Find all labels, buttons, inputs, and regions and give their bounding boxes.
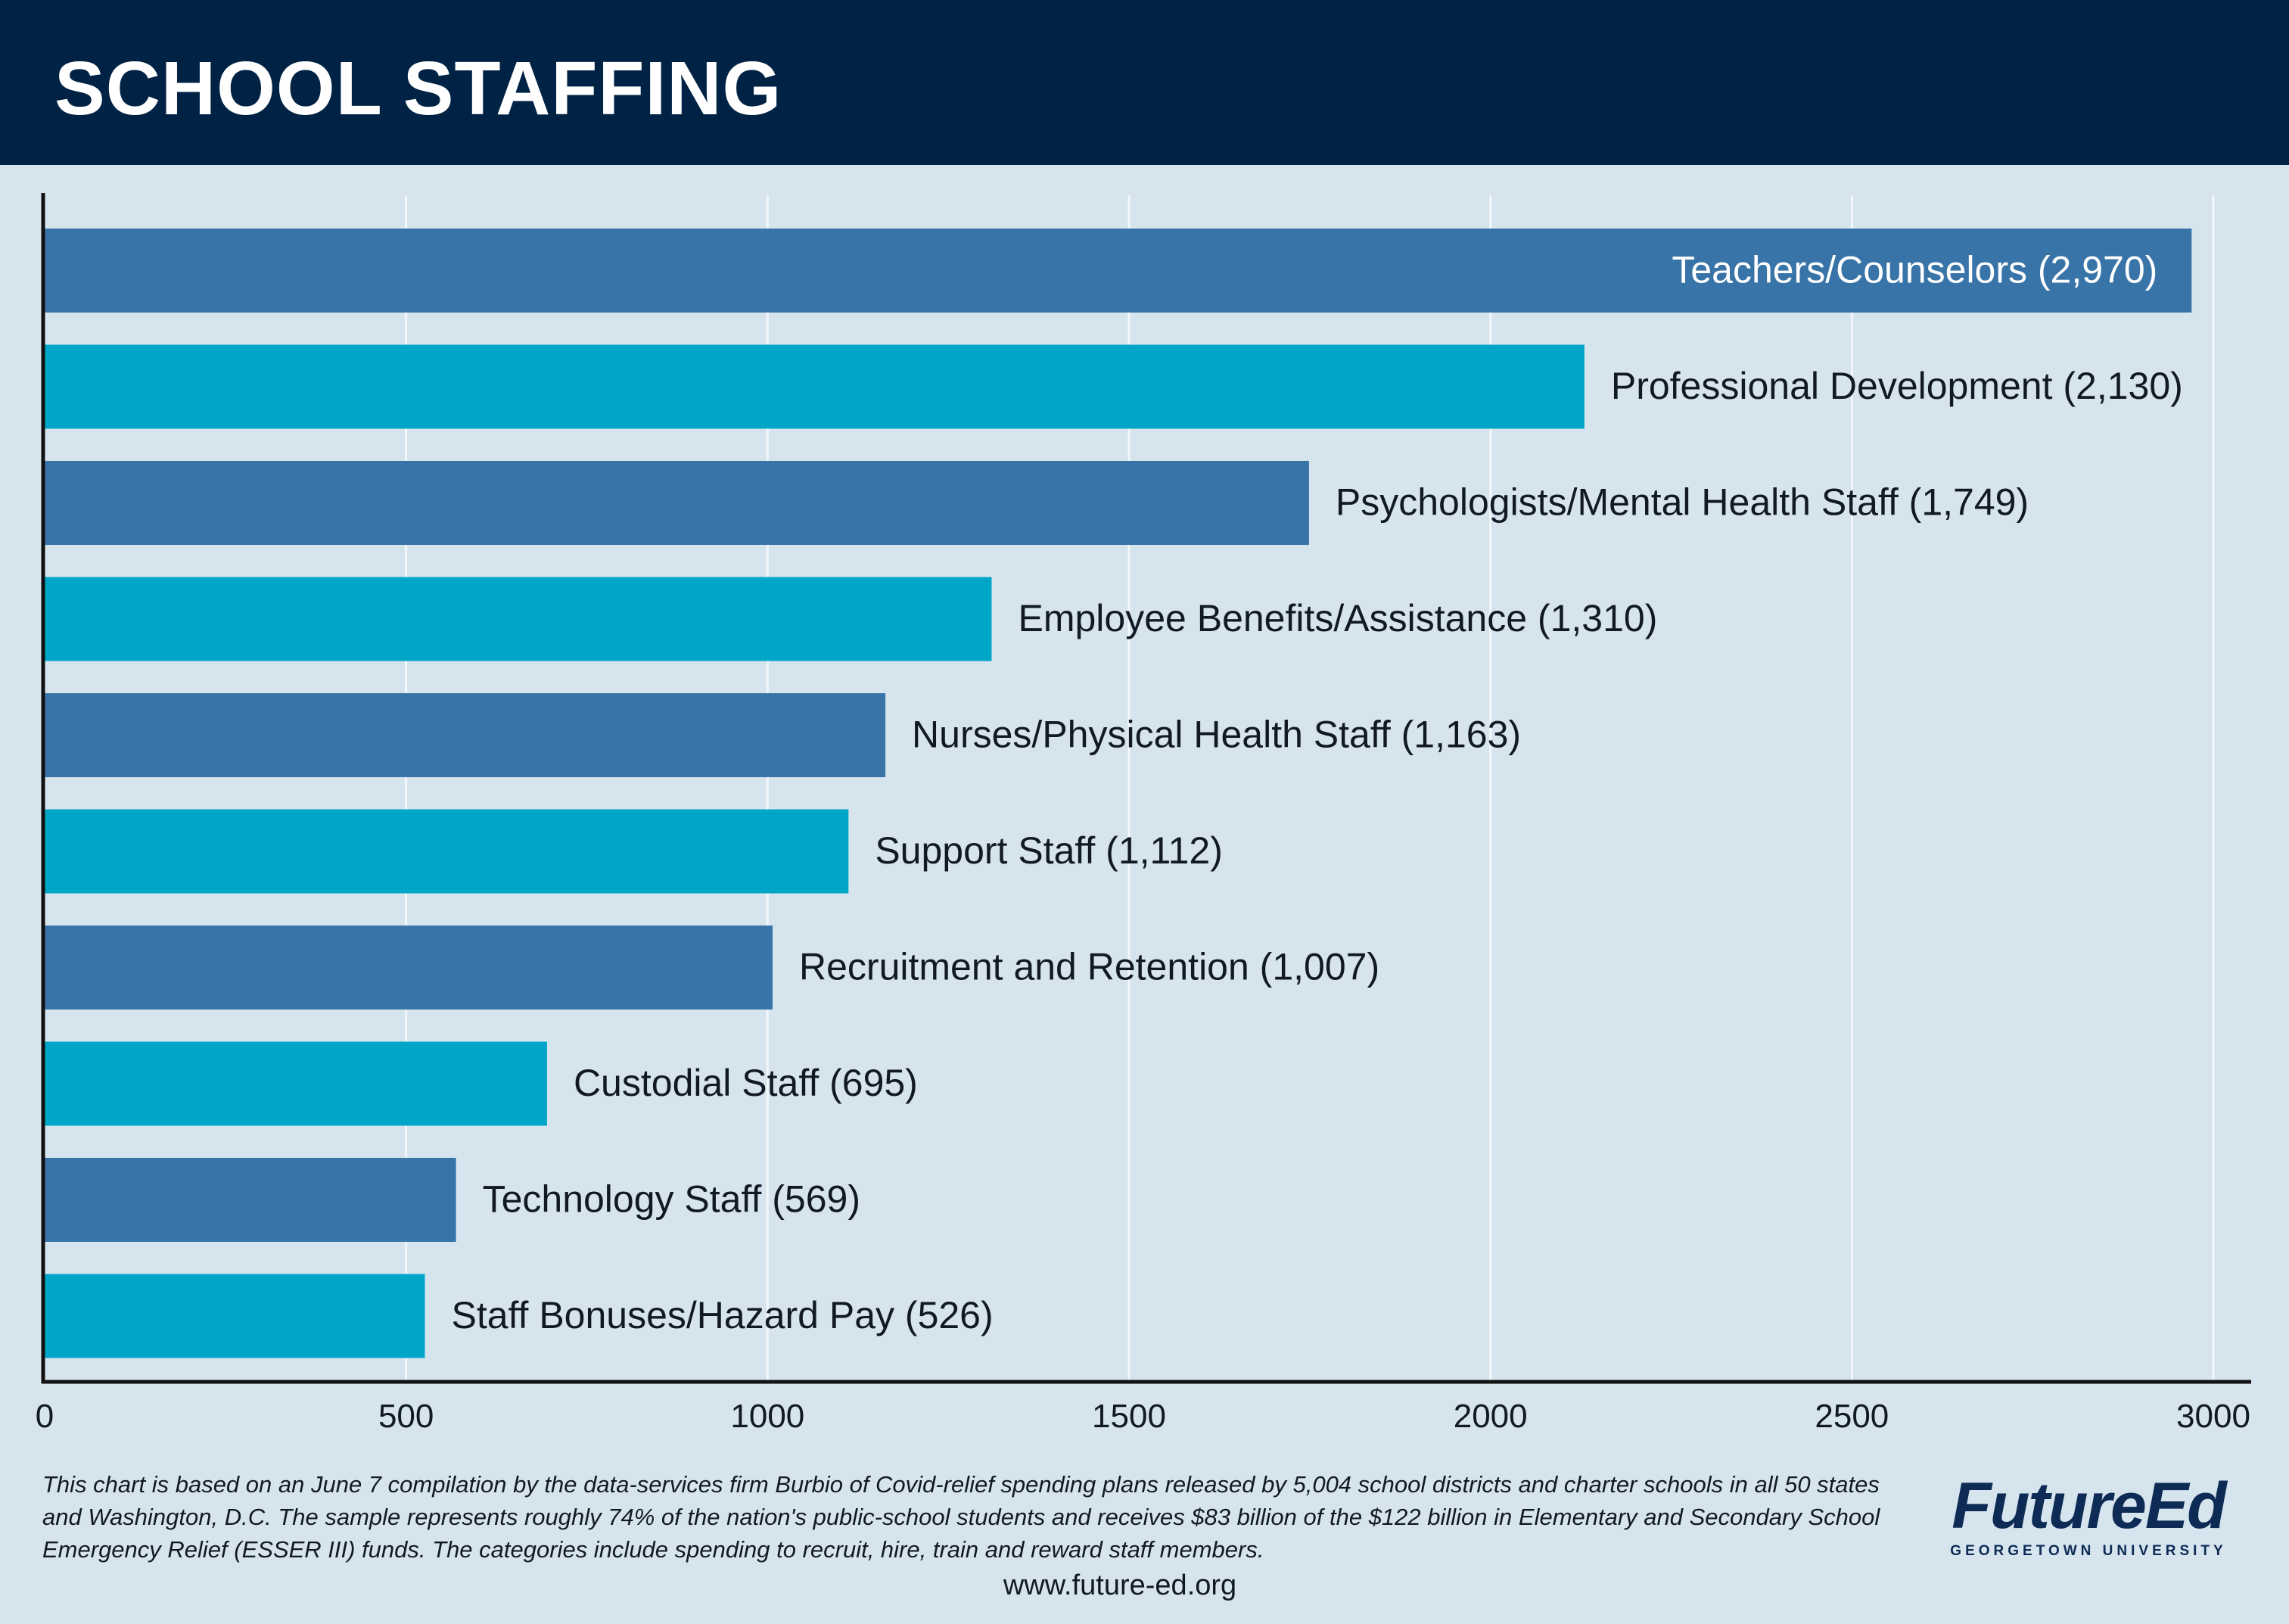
page-title: SCHOOL STAFFING bbox=[54, 46, 782, 131]
x-tick-label: 500 bbox=[378, 1398, 434, 1435]
bar-label: Employee Benefits/Assistance (1,310) bbox=[1018, 597, 1657, 639]
x-tick-label: 1000 bbox=[730, 1398, 804, 1435]
bar bbox=[45, 1158, 456, 1242]
footnote: This chart is based on an June 7 compila… bbox=[42, 1471, 1880, 1563]
logo-subtitle: GEORGETOWN UNIVERSITY bbox=[1950, 1543, 2227, 1559]
x-tick-label: 0 bbox=[36, 1398, 54, 1435]
header-banner: SCHOOL STAFFING bbox=[0, 0, 2289, 165]
bar-label: Teachers/Counselors (2,970) bbox=[1672, 249, 2157, 291]
bar-labels: Teachers/Counselors (2,970) Professional … bbox=[452, 249, 2183, 1337]
bars bbox=[45, 229, 2192, 1358]
bar-label: Technology Staff (569) bbox=[483, 1178, 860, 1221]
bar bbox=[45, 1274, 425, 1358]
futureed-logo: FutureEd GEORGETOWN UNIVERSITY bbox=[1937, 1472, 2240, 1563]
bar-label: Custodial Staff (695) bbox=[574, 1062, 918, 1104]
x-tick-label: 1500 bbox=[1092, 1398, 1166, 1435]
bar-label: Psychologists/Mental Health Staff (1,749… bbox=[1336, 481, 2029, 524]
bar bbox=[45, 577, 992, 661]
bar bbox=[45, 229, 2192, 313]
logo-wordmark: FutureEd bbox=[1952, 1470, 2226, 1542]
bar bbox=[45, 344, 1585, 429]
website-link[interactable]: www.future-ed.org bbox=[1003, 1570, 1237, 1601]
bar-label: Staff Bonuses/Hazard Pay (526) bbox=[452, 1294, 994, 1336]
bar bbox=[45, 693, 886, 777]
bar-chart: Teachers/Counselors (2,970) Professional … bbox=[36, 193, 2251, 1435]
x-tick-label: 3000 bbox=[2176, 1398, 2250, 1435]
bar-label: Recruitment and Retention (1,007) bbox=[799, 946, 1379, 988]
bar bbox=[45, 1041, 547, 1126]
axes bbox=[41, 193, 2251, 1384]
bar bbox=[45, 461, 1309, 545]
bar bbox=[45, 926, 773, 1010]
bar-label: Professional Development (2,130) bbox=[1611, 365, 2183, 407]
bar-label: Nurses/Physical Health Staff (1,163) bbox=[912, 714, 1521, 756]
x-tick-label: 2500 bbox=[1815, 1398, 1889, 1435]
bar-label: Support Staff (1,112) bbox=[875, 829, 1223, 872]
bar bbox=[45, 809, 849, 894]
x-tick-labels: 0 500 1000 1500 2000 2500 3000 bbox=[36, 1398, 2250, 1435]
x-tick-label: 2000 bbox=[1454, 1398, 1528, 1435]
